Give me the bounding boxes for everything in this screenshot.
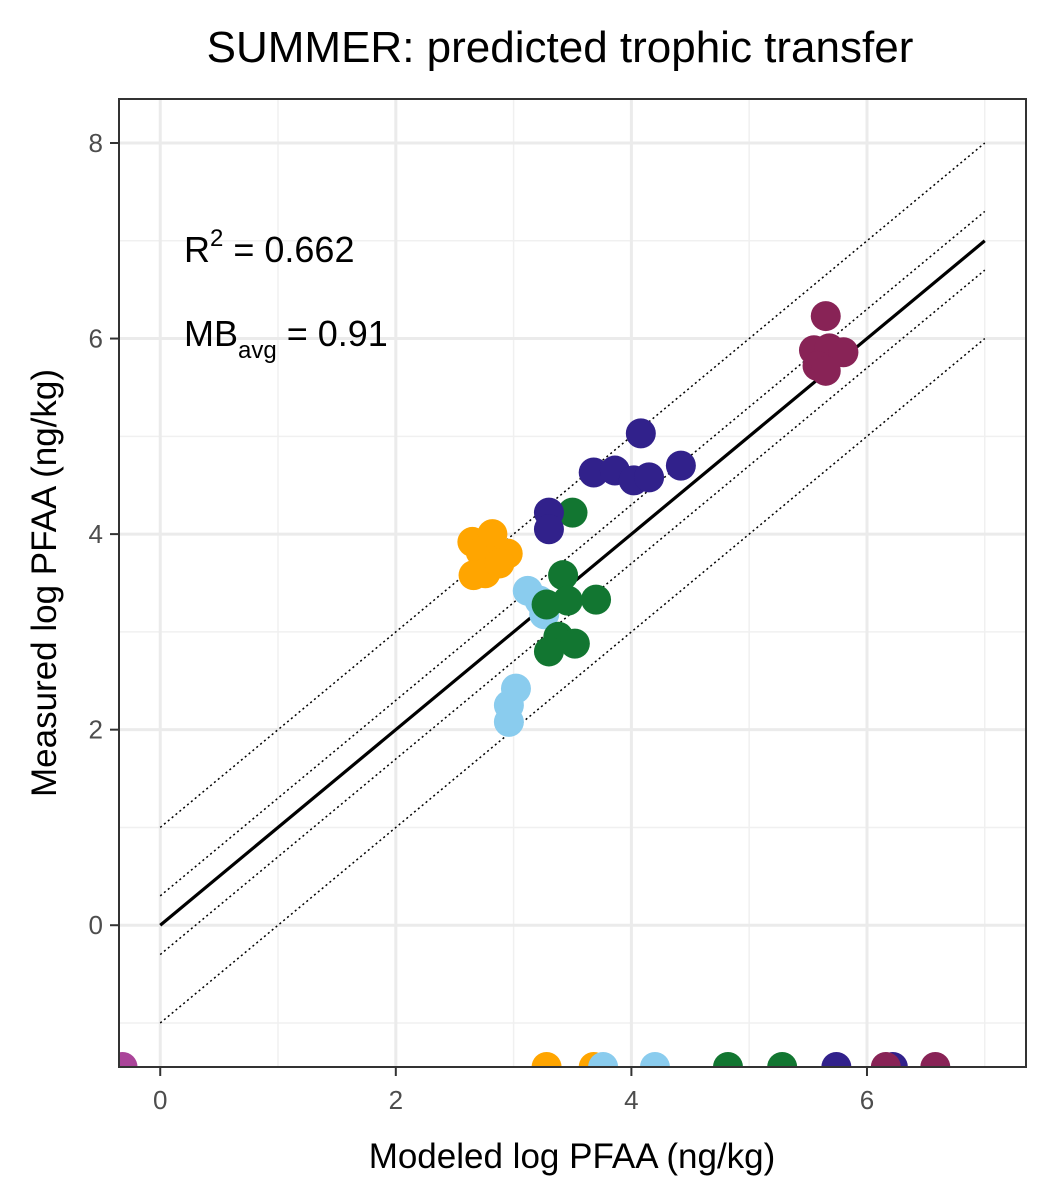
y-tick-label: 2 [89,715,103,745]
data-point [533,514,564,545]
mb-subscript: avg [238,337,277,364]
data-point [665,450,696,481]
data-point [484,548,515,579]
grid-minor [119,99,1026,1067]
mb-base: MB [184,313,238,354]
panel-border [118,98,1027,1068]
data-point [810,301,841,332]
data-point [828,337,859,368]
x-tick-label: 6 [860,1085,874,1115]
r2-superscript: 2 [210,225,223,252]
offset-line [159,210,986,897]
chart-title: SUMMER: predicted trophic transfer [207,23,914,72]
x-tick-label: 0 [153,1085,167,1115]
r2-annotation: R2 = 0.662 [184,225,354,270]
offset-line [159,142,986,829]
data-point [625,418,656,449]
data-point [559,628,590,659]
rug-point [821,1052,852,1067]
axis-ticks: 0 2 4 6 0 2 4 6 8 [89,128,875,1115]
rug-point [119,1052,138,1067]
rug-point [588,1052,619,1067]
r2-base: R [184,229,210,270]
data-point [493,706,524,737]
data-point [557,497,588,528]
grid-major [119,99,1026,1067]
data-point [548,560,579,591]
mb-annotation: MBavg = 0.91 [184,313,388,364]
rug-point [767,1052,798,1067]
data-point [634,462,665,493]
y-tick-label: 0 [89,910,103,940]
r2-value: = 0.662 [223,229,354,270]
rug-point [639,1052,670,1067]
y-tick-label: 4 [89,519,103,549]
x-axis-title: Modeled log PFAA (ng/kg) [369,1137,776,1176]
data-point [533,636,564,667]
panel-border-rect [118,98,1027,1068]
x-tick-label: 2 [389,1085,403,1115]
y-tick-label: 8 [89,128,103,158]
rug-points [119,1052,951,1067]
rug-point [870,1052,901,1067]
rug-point [920,1052,951,1067]
mb-value: = 0.91 [277,313,388,354]
rug-point [712,1052,743,1067]
offset-line [159,337,986,1024]
data-point [531,589,562,620]
y-axis-title: Measured log PFAA (ng/kg) [25,369,64,797]
rug-point [531,1052,562,1067]
x-tick-label: 4 [624,1085,638,1115]
y-tick-label: 6 [89,324,103,354]
data-point [810,355,841,386]
data-points [457,301,859,737]
data-point [581,584,612,615]
